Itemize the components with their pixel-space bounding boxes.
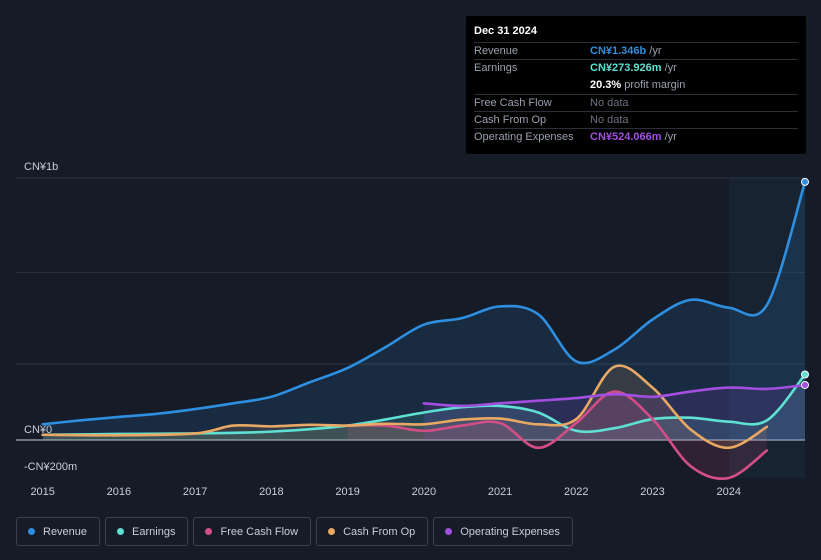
legend: Revenue Earnings Free Cash Flow Cash Fro… — [16, 517, 573, 546]
legend-dot-icon — [117, 528, 125, 535]
tooltip-unit: profit margin — [624, 78, 686, 91]
series-areas — [42, 181, 806, 479]
legend-dot-icon — [28, 528, 35, 535]
tooltip-row-revenue: Revenue CN¥1.346b /yr — [474, 42, 798, 59]
tooltip-value: CN¥273.926m — [590, 62, 662, 75]
legend-item-earnings[interactable]: Earnings — [105, 517, 189, 546]
x-tick-label: 2022 — [564, 486, 588, 498]
x-tick-label: 2017 — [183, 486, 207, 498]
free-cash-flow-line — [346, 390, 769, 480]
legend-item-revenue[interactable]: Revenue — [16, 517, 101, 546]
tooltip-row-operating-expenses: Operating Expenses CN¥524.066m /yr — [474, 127, 798, 145]
x-tick-label: 2023 — [640, 486, 664, 498]
legend-label: Earnings — [132, 525, 176, 538]
x-tick-label: 2016 — [107, 486, 131, 498]
tooltip-unit: /yr — [664, 131, 677, 144]
operating-expenses-end-point — [801, 380, 809, 389]
tooltip-label: Cash From Op — [474, 113, 547, 126]
tooltip-label: Earnings — [474, 62, 518, 75]
series-lines — [41, 180, 807, 480]
legend-item-free-cash-flow[interactable]: Free Cash Flow — [193, 517, 312, 546]
free-cash-flow-area — [347, 391, 767, 479]
x-tick-label: 2020 — [412, 486, 436, 498]
tooltip-value: CN¥1.346b — [590, 45, 647, 58]
legend-item-operating-expenses[interactable]: Operating Expenses — [433, 517, 573, 546]
x-axis-labels: 2015 2016 2017 2018 2019 2020 2021 2022 2023 2024 — [30, 486, 741, 498]
operating-expenses-line — [422, 383, 807, 408]
legend-label: Free Cash Flow — [220, 525, 299, 538]
tooltip-date: Dec 31 2024 — [474, 25, 537, 37]
legend-dot-icon — [445, 528, 453, 535]
x-tick-label: 2024 — [717, 486, 741, 498]
tooltip-nodata: No data — [590, 96, 629, 109]
y-label-top: CN¥1b — [24, 161, 58, 173]
revenue-end-point — [801, 177, 809, 186]
tooltip-row-cash-from-op: Cash From Op No data — [474, 110, 798, 128]
y-label-bottom: -CN¥200m — [24, 461, 77, 473]
earnings-line — [41, 373, 807, 437]
revenue-line — [41, 180, 807, 426]
earnings-end-point — [801, 370, 809, 379]
series-end-dots — [801, 177, 809, 389]
x-tick-label: 2015 — [30, 486, 54, 498]
legend-dot-icon — [205, 528, 213, 535]
legend-label: Operating Expenses — [460, 525, 560, 538]
tooltip-value: 20.3% — [590, 78, 622, 91]
tooltip-row-earnings: Earnings CN¥273.926m /yr — [474, 59, 798, 76]
tooltip-panel: Dec 31 2024 Revenue CN¥1.346b /yr Earnin… — [466, 16, 806, 154]
y-label-zero: CN¥0 — [24, 424, 52, 436]
tooltip-unit: /yr — [664, 62, 677, 75]
legend-item-cash-from-op[interactable]: Cash From Op — [316, 517, 429, 546]
x-tick-label: 2021 — [488, 486, 512, 498]
legend-label: Revenue — [43, 525, 88, 538]
tooltip-nodata: No data — [590, 113, 629, 126]
x-tick-label: 2019 — [335, 486, 359, 498]
tooltip-label: Operating Expenses — [474, 131, 574, 144]
tooltip-row-free-cash-flow: Free Cash Flow No data — [474, 93, 798, 111]
tooltip-label: Revenue — [474, 45, 519, 58]
tooltip-row-profit-margin: 20.3% profit margin — [474, 76, 798, 93]
cash-from-op-line — [41, 364, 769, 450]
tooltip-unit: /yr — [649, 45, 662, 58]
cash-from-op-area — [42, 365, 767, 448]
tooltip-label: Free Cash Flow — [474, 96, 552, 109]
legend-label: Cash From Op — [343, 525, 416, 538]
x-tick-label: 2018 — [259, 486, 283, 498]
revenue-area — [42, 181, 806, 440]
legend-dot-icon — [328, 528, 336, 535]
earnings-area — [42, 374, 806, 440]
tooltip-value: CN¥524.066m — [590, 131, 662, 144]
gridlines — [16, 177, 805, 441]
operating-expenses-area — [423, 384, 805, 440]
